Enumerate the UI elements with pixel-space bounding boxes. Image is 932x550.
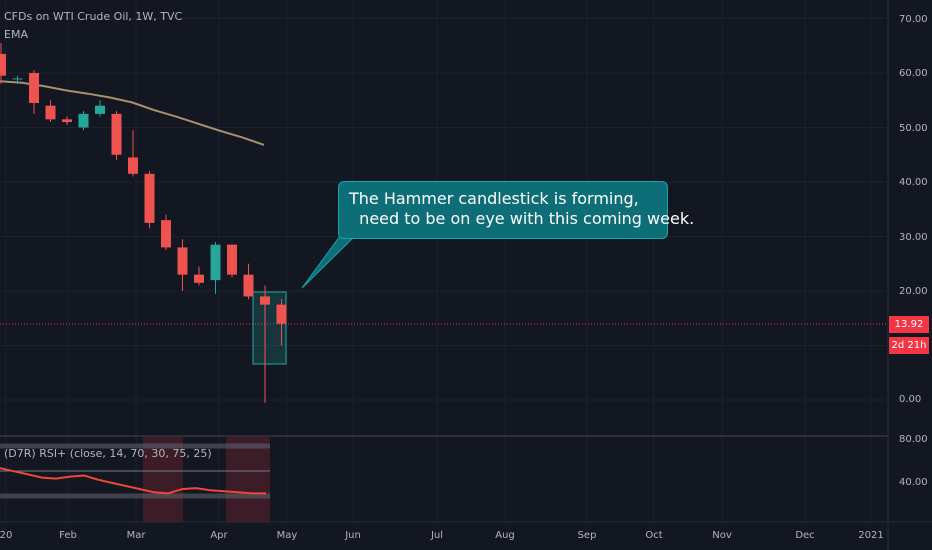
- time-label-dec: Dec: [795, 530, 815, 541]
- time-label-oct: Oct: [645, 530, 663, 541]
- rsi-label-80: 80.00: [899, 434, 928, 445]
- rsi-line[interactable]: [0, 467, 266, 495]
- candle-body: [78, 113, 89, 128]
- rsi-oversold-zone: [226, 437, 270, 522]
- candle-body: [95, 105, 105, 114]
- candle[interactable]: [194, 266, 204, 286]
- indicator-ema-label[interactable]: EMA: [4, 28, 28, 41]
- rsi-label-40: 40.00: [899, 477, 928, 488]
- candle-body: [29, 73, 39, 103]
- ema-line[interactable]: [0, 80, 265, 146]
- time-label-mar: Mar: [126, 530, 146, 541]
- candle-body: [177, 247, 188, 275]
- candle-body: [111, 113, 122, 155]
- time-label-jul: Jul: [430, 530, 444, 541]
- candle[interactable]: [128, 130, 138, 177]
- candle-body: [194, 274, 204, 283]
- annotation-line-2: need to be on eye with this coming week.: [349, 209, 695, 228]
- candle-body: [0, 53, 6, 76]
- candle-body: [260, 296, 270, 305]
- candle-body: [210, 244, 221, 281]
- candle[interactable]: [276, 299, 287, 346]
- current-price-badge: 13.92: [889, 316, 929, 333]
- time-label-nov: Nov: [712, 530, 732, 541]
- price-label-70: 70.00: [899, 14, 928, 25]
- countdown-badge: 2d 21h: [889, 337, 929, 354]
- candle[interactable]: [260, 285, 270, 403]
- candle[interactable]: [144, 171, 155, 229]
- time-label-may: May: [276, 530, 298, 541]
- candle-body: [12, 78, 23, 80]
- symbol-title[interactable]: CFDs on WTI Crude Oil, 1W, TVC: [4, 10, 183, 23]
- time-label-jan: 20: [0, 530, 13, 541]
- price-label-0: 0.00: [899, 394, 922, 405]
- time-label-aug: Aug: [495, 530, 515, 541]
- candle-body: [45, 105, 56, 120]
- candle[interactable]: [12, 75, 23, 84]
- rsi-background: [0, 437, 270, 522]
- time-label-sep: Sep: [577, 530, 597, 541]
- candle[interactable]: [95, 100, 105, 117]
- candle[interactable]: [210, 241, 221, 294]
- candle[interactable]: [0, 43, 6, 84]
- annotation-line-1: The Hammer candlestick is forming,: [349, 189, 639, 208]
- candle-body: [227, 244, 237, 275]
- candle-body: [62, 119, 72, 123]
- candle[interactable]: [177, 239, 188, 291]
- candle[interactable]: [161, 214, 171, 251]
- candle[interactable]: [227, 244, 237, 278]
- rsi-oversold-zone: [143, 437, 183, 522]
- price-label-60: 60.00: [899, 68, 928, 79]
- candle-body: [243, 274, 254, 297]
- price-label-30: 30.00: [899, 232, 928, 243]
- candle[interactable]: [78, 111, 89, 131]
- candle[interactable]: [62, 116, 72, 125]
- price-label-50: 50.00: [899, 123, 928, 134]
- candle-body: [144, 173, 155, 223]
- candle[interactable]: [111, 111, 122, 161]
- annotation-callout[interactable]: The Hammer candlestick is forming, need …: [338, 181, 695, 239]
- time-label-2021: 2021: [858, 530, 884, 541]
- candle[interactable]: [29, 70, 39, 114]
- price-label-40: 40.00: [899, 177, 928, 188]
- time-label-jun: Jun: [345, 530, 361, 541]
- time-label-feb: Feb: [59, 530, 77, 541]
- time-label-apr: Apr: [210, 530, 228, 541]
- candle[interactable]: [45, 100, 56, 123]
- price-label-20: 20.00: [899, 286, 928, 297]
- candle-body: [276, 304, 287, 324]
- rsi-title[interactable]: (D7R) RSI+ (close, 14, 70, 30, 75, 25): [4, 447, 212, 460]
- candle-body: [161, 220, 171, 248]
- candles-group[interactable]: [0, 43, 287, 403]
- candle-body: [128, 157, 138, 174]
- callout-pointer: [301, 235, 357, 289]
- candle[interactable]: [243, 263, 254, 300]
